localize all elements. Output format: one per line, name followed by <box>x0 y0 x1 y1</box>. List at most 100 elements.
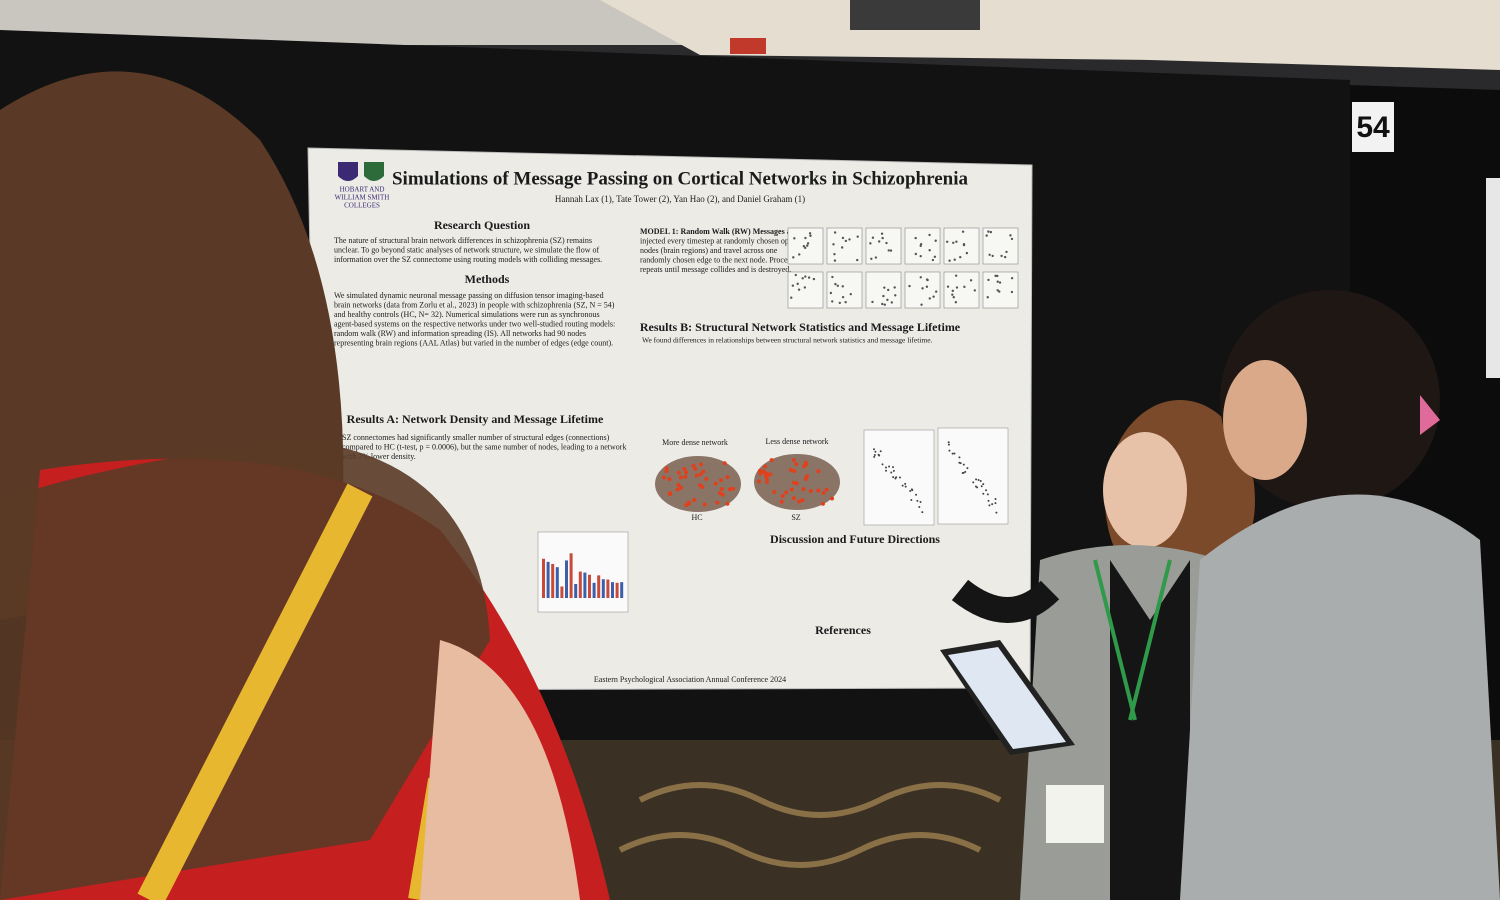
scatter-dot <box>987 499 990 502</box>
model-node <box>926 278 929 282</box>
logo-shield <box>364 162 384 181</box>
model-node <box>882 294 885 298</box>
model-node <box>841 295 845 299</box>
brain-node <box>701 469 706 474</box>
scatter-dot <box>974 485 977 488</box>
section-text: and healthy controls (HC, N= 32). Numeri… <box>334 310 600 319</box>
visitor-face <box>1223 360 1307 480</box>
model-node <box>834 282 837 286</box>
scatter-dot <box>986 493 989 496</box>
model-text: randomly chosen edge to the next node. P… <box>640 255 794 264</box>
poster-footer: Eastern Psychological Association Annual… <box>594 675 786 684</box>
model-node <box>856 235 859 238</box>
scatter-dot <box>873 454 876 457</box>
brain-node <box>784 490 789 495</box>
scatter-dot <box>904 482 907 485</box>
scatter-dot <box>966 467 969 470</box>
model-node <box>928 249 931 252</box>
brain-node <box>792 469 797 474</box>
brain-node <box>684 470 689 475</box>
model-node <box>1005 250 1008 254</box>
model-node <box>963 285 966 289</box>
model-node <box>954 274 958 277</box>
brain-node <box>791 496 796 501</box>
section-text: brain networks (data from Zorlu et al., … <box>334 300 615 309</box>
scatter-dot <box>994 497 997 500</box>
model-node <box>887 249 890 252</box>
brain-node <box>779 499 784 504</box>
model-node <box>886 288 890 292</box>
booth-plate <box>1352 102 1394 152</box>
scatter-dot <box>994 502 997 505</box>
model-node <box>874 256 878 259</box>
model-node <box>986 296 989 299</box>
model-node <box>954 301 958 304</box>
model-node <box>991 254 994 258</box>
scatter-dot <box>988 504 991 507</box>
presenter-shirt <box>1110 560 1190 900</box>
brain-node <box>676 470 681 475</box>
model-node <box>951 289 955 293</box>
model-text: nodes (brain regions) and travel across … <box>640 246 778 255</box>
model-node <box>948 259 951 262</box>
scatter-dot <box>948 449 951 452</box>
brain-node <box>698 483 703 488</box>
scatter-panel <box>937 427 1009 525</box>
scatter-dot <box>898 476 901 479</box>
brain-node <box>720 492 725 497</box>
bar-shape <box>615 582 619 598</box>
brain-node <box>713 481 718 486</box>
model-node <box>934 239 937 242</box>
section-text: compared to HC (t-test, p = 0.0006), but… <box>342 442 626 451</box>
brain-node <box>821 491 826 496</box>
poster-authors: Hannah Lax (1), Tate Tower (2), Yan Hao … <box>555 194 805 204</box>
bag-strap <box>137 483 373 900</box>
brain-node <box>780 493 785 498</box>
brain-node <box>802 464 807 469</box>
brain-node <box>676 482 681 487</box>
scatter-dot <box>985 489 988 492</box>
brain-node <box>704 476 709 481</box>
model-node <box>885 241 888 245</box>
model-node <box>833 259 837 262</box>
brain-node <box>668 491 673 496</box>
model-node <box>796 282 799 286</box>
model-node <box>952 241 955 245</box>
bar-shape <box>592 582 596 598</box>
scatter-dot <box>982 492 985 495</box>
model-node <box>844 239 848 243</box>
section-text: representing brain regions (AAL Atlas) b… <box>334 338 613 347</box>
scatter-dot <box>918 506 921 509</box>
section-text: with 7% lower density. <box>342 452 416 461</box>
section-heading: References <box>815 623 871 637</box>
section-text: agent-based systems on the respective ne… <box>334 319 615 328</box>
hair-clip <box>1420 395 1440 435</box>
model-node <box>836 284 839 287</box>
model-node <box>946 285 950 288</box>
section-text: We simulated dynamic neuronal message pa… <box>334 291 604 300</box>
scatter-dot <box>995 511 998 514</box>
figure-label: HC <box>691 513 702 522</box>
section-heading: Results B: Structural Network Statistics… <box>640 320 961 334</box>
model-node <box>931 258 935 262</box>
scatter-dot <box>951 452 954 455</box>
brain-node <box>682 467 687 472</box>
section-heading: Research Question <box>434 218 530 232</box>
model-node <box>880 232 884 235</box>
model-node <box>961 230 965 233</box>
model-node <box>1000 254 1003 258</box>
bar-shape <box>620 582 624 598</box>
model-node <box>996 280 999 283</box>
model-node <box>988 253 991 256</box>
model-node <box>928 297 931 300</box>
section-text: unclear. To go beyond static analyses of… <box>334 245 600 254</box>
model-node <box>889 249 893 252</box>
model-node <box>856 258 859 262</box>
name-badge <box>1046 785 1104 843</box>
bar-shape <box>606 579 610 598</box>
bar-shape <box>551 563 555 598</box>
model-node <box>870 257 873 260</box>
brain-node <box>758 468 763 473</box>
model-node <box>959 255 962 259</box>
